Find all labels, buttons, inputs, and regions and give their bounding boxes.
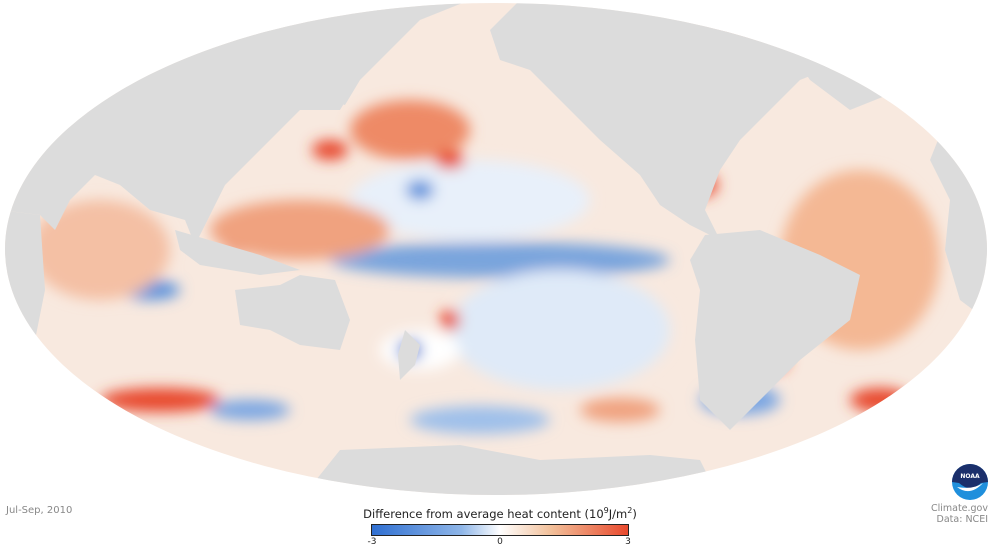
new-zealand <box>398 330 420 380</box>
africa-east <box>5 210 45 380</box>
antarctica <box>300 445 720 495</box>
world-map <box>5 3 987 495</box>
south-america <box>690 230 860 430</box>
australia <box>235 275 350 350</box>
legend-unit: (10 <box>584 506 604 521</box>
indonesia <box>175 230 300 275</box>
color-legend: Difference from average heat content (10… <box>360 506 640 548</box>
legend-unit-square: 2 <box>627 506 633 515</box>
credit-site: Climate.gov <box>930 503 988 514</box>
legend-tick-mid: 0 <box>497 536 503 547</box>
legend-tick-max: 3 <box>625 536 631 547</box>
svg-text:NOAA: NOAA <box>960 473 980 480</box>
asia-north <box>330 3 470 105</box>
legend-title-text: Difference from average heat content <box>363 506 581 521</box>
legend-unit-exponent: 9 <box>603 506 609 515</box>
legend-unit-mid: J/m <box>608 506 628 521</box>
legend-title: Difference from average heat content (10… <box>360 506 640 521</box>
credits: Climate.gov Data: NCEI <box>931 503 988 525</box>
period-label: Jul-Sep, 2010 <box>6 505 73 516</box>
legend-unit-end: ) <box>632 506 637 521</box>
legend-tick-min: -3 <box>367 536 377 547</box>
legend-color-bar <box>371 523 629 536</box>
credit-data: Data: NCEI <box>936 514 988 525</box>
north-america <box>490 3 980 240</box>
noaa-logo: NOAA <box>952 464 988 500</box>
